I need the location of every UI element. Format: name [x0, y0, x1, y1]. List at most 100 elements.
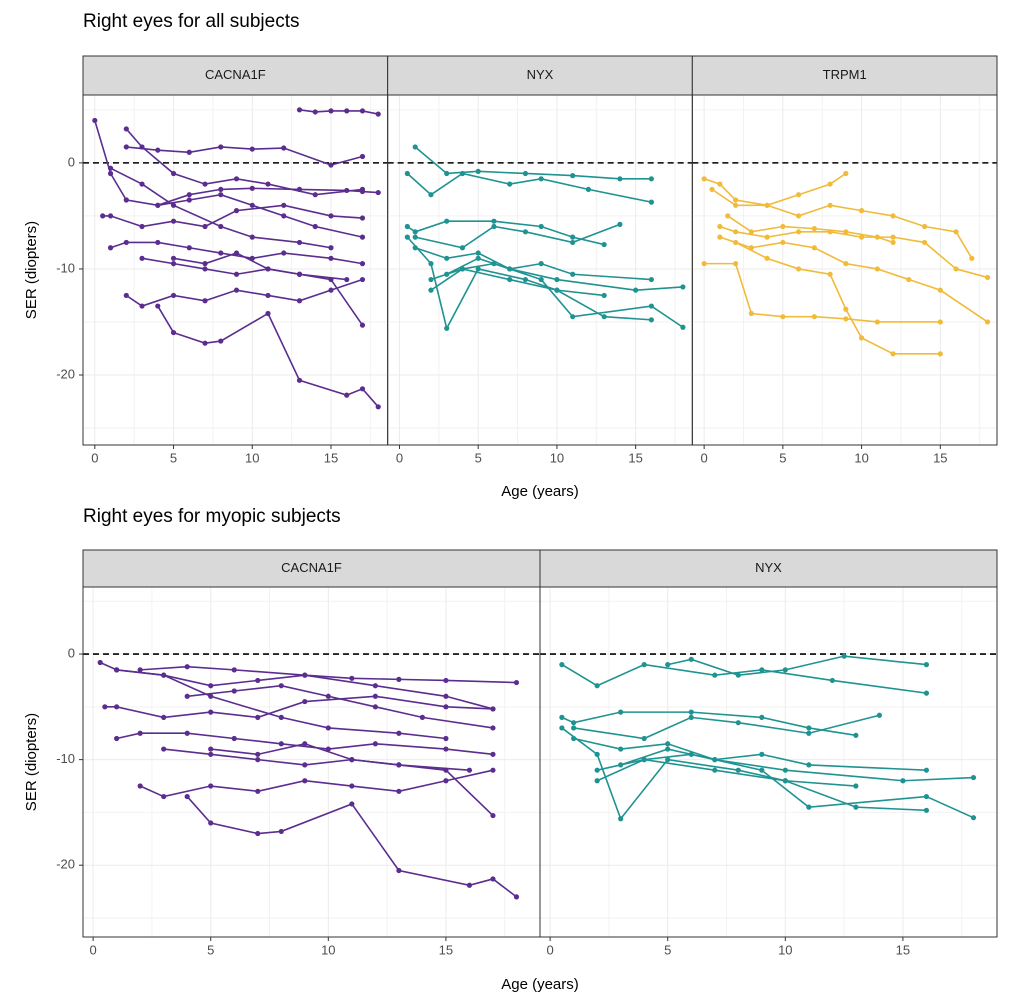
point	[281, 202, 287, 208]
point	[444, 218, 450, 224]
point	[641, 662, 647, 668]
point	[161, 746, 167, 752]
point	[170, 261, 177, 267]
point	[900, 778, 906, 784]
point	[953, 266, 959, 272]
point	[233, 250, 240, 256]
point	[827, 181, 833, 187]
trajectory	[126, 146, 363, 166]
point	[443, 693, 449, 699]
point	[843, 170, 849, 177]
point	[312, 192, 318, 198]
point	[344, 392, 350, 398]
point	[107, 165, 114, 171]
point	[984, 274, 991, 281]
point	[208, 683, 214, 689]
point	[302, 762, 308, 768]
point	[184, 730, 190, 736]
point	[139, 181, 145, 187]
point	[428, 287, 434, 293]
point	[139, 303, 145, 309]
point	[459, 245, 466, 251]
point	[829, 677, 835, 684]
trajectory	[704, 262, 941, 323]
point	[858, 234, 865, 240]
point	[796, 266, 802, 272]
strip-label: NYX	[527, 67, 554, 82]
panel-data	[701, 170, 991, 357]
point	[570, 239, 576, 246]
point	[735, 767, 741, 773]
trajectory	[667, 655, 927, 676]
point	[443, 778, 449, 784]
x-tick-label: 15	[628, 450, 642, 465]
point	[170, 202, 177, 208]
point	[594, 778, 600, 784]
point	[641, 735, 647, 742]
y-axis-label: SER (diopters)	[23, 221, 40, 319]
point	[843, 261, 849, 267]
point	[735, 672, 741, 678]
point	[359, 186, 366, 192]
point	[853, 783, 859, 789]
point	[475, 255, 481, 261]
point	[249, 202, 255, 208]
point	[617, 176, 623, 182]
point	[325, 725, 331, 731]
point	[937, 351, 943, 357]
point	[202, 261, 208, 267]
point	[107, 213, 114, 219]
point	[296, 107, 303, 113]
point	[412, 245, 418, 251]
point	[490, 876, 496, 882]
point	[594, 683, 600, 689]
point	[733, 202, 739, 208]
point	[208, 693, 214, 699]
point	[759, 667, 765, 673]
x-tick-label: 5	[664, 942, 671, 957]
point	[359, 234, 366, 240]
point	[102, 704, 108, 710]
point	[208, 820, 214, 826]
point	[161, 672, 167, 678]
point	[890, 239, 896, 246]
point	[466, 767, 473, 773]
point	[231, 688, 237, 694]
point	[137, 730, 143, 736]
point	[780, 314, 786, 320]
point	[648, 276, 654, 283]
point	[725, 213, 731, 219]
point	[571, 725, 577, 731]
point	[233, 176, 240, 182]
point	[202, 340, 208, 346]
x-tick-label: 10	[550, 450, 564, 465]
point	[349, 801, 355, 807]
point	[554, 287, 560, 293]
x-tick-label: 0	[546, 942, 553, 957]
x-tick-label: 15	[933, 450, 947, 465]
point	[712, 767, 718, 773]
point	[811, 314, 817, 320]
point	[843, 229, 849, 235]
point	[218, 223, 224, 230]
x-tick-label: 5	[170, 450, 177, 465]
point	[233, 271, 240, 277]
point	[208, 746, 214, 752]
point	[717, 234, 723, 240]
point	[688, 656, 694, 662]
trajectory	[561, 663, 927, 694]
point	[359, 276, 366, 283]
strip	[82, 55, 389, 96]
point	[349, 675, 355, 681]
trajectory	[727, 215, 894, 244]
point	[302, 778, 308, 784]
point	[231, 667, 237, 673]
point	[155, 239, 161, 246]
x-tick-label: 10	[321, 942, 335, 957]
strip	[82, 549, 541, 588]
point	[570, 234, 576, 240]
point	[748, 310, 754, 317]
point	[123, 197, 129, 203]
point	[843, 316, 849, 322]
point	[328, 287, 334, 293]
